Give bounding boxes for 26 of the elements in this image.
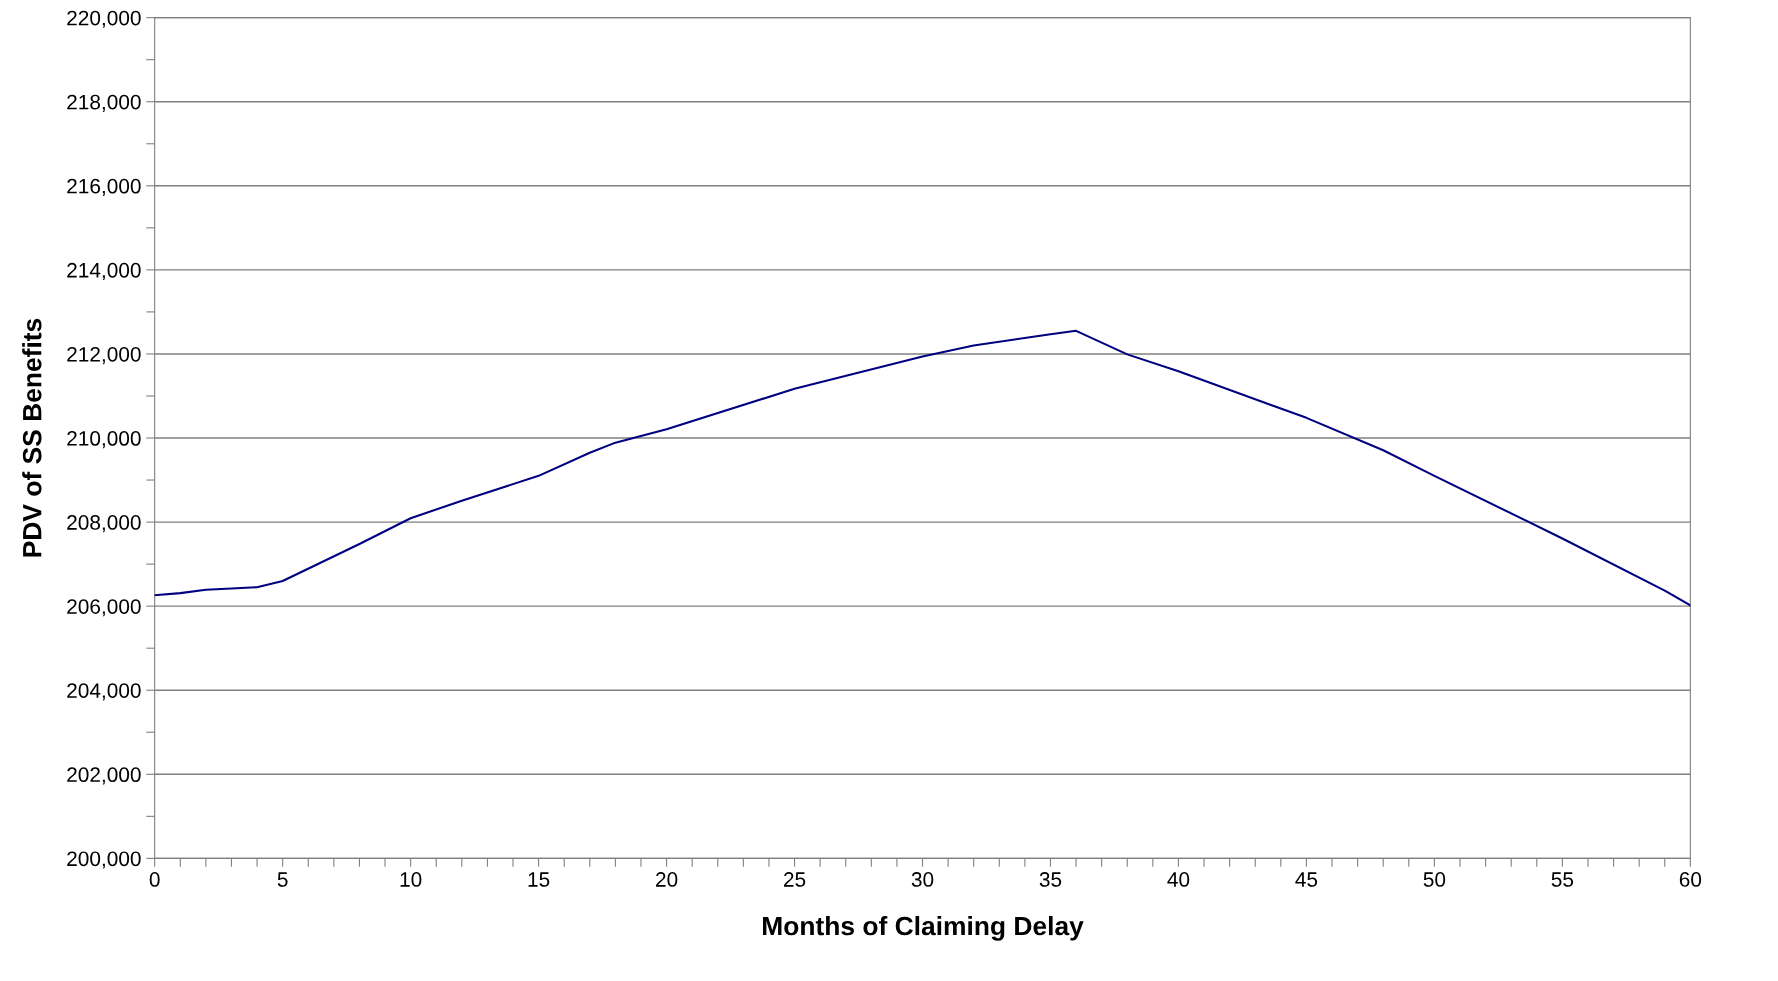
y-tick-label: 206,000 [67,599,141,617]
x-tick-label: 5 [277,872,288,887]
x-tick-label: 50 [1423,872,1446,887]
y-tick-label: 202,000 [67,767,141,785]
x-tick-label: 55 [1551,872,1574,887]
x-tick-label: 40 [1167,872,1190,887]
x-tick-label: 15 [528,872,550,887]
x-tick-label: 20 [656,872,678,887]
x-tick-label: 0 [149,872,160,887]
y-tick-label: 208,000 [67,515,141,533]
y-tick-label: 220,000 [67,10,141,28]
y-tick-label: 204,000 [67,683,141,701]
y-tick-label: 200,000 [67,851,141,869]
x-tick-label: 45 [1295,872,1318,887]
x-tick-label: 25 [784,872,806,887]
y-tick-label: 218,000 [67,94,141,112]
x-axis-title: Months of Claiming Delay [763,915,1084,941]
x-tick-label: 30 [911,872,934,887]
y-tick-label: 216,000 [67,178,141,197]
y-tick-label: 210,000 [67,431,141,449]
x-tick-label: 60 [1679,872,1702,887]
y-tick-label: 212,000 [67,346,141,365]
x-tick-label: 10 [400,872,422,887]
x-tick-label: 35 [1039,872,1062,887]
y-tick-label: 214,000 [67,262,141,281]
y-axis-title: PDV of SS Benefits [22,318,42,557]
